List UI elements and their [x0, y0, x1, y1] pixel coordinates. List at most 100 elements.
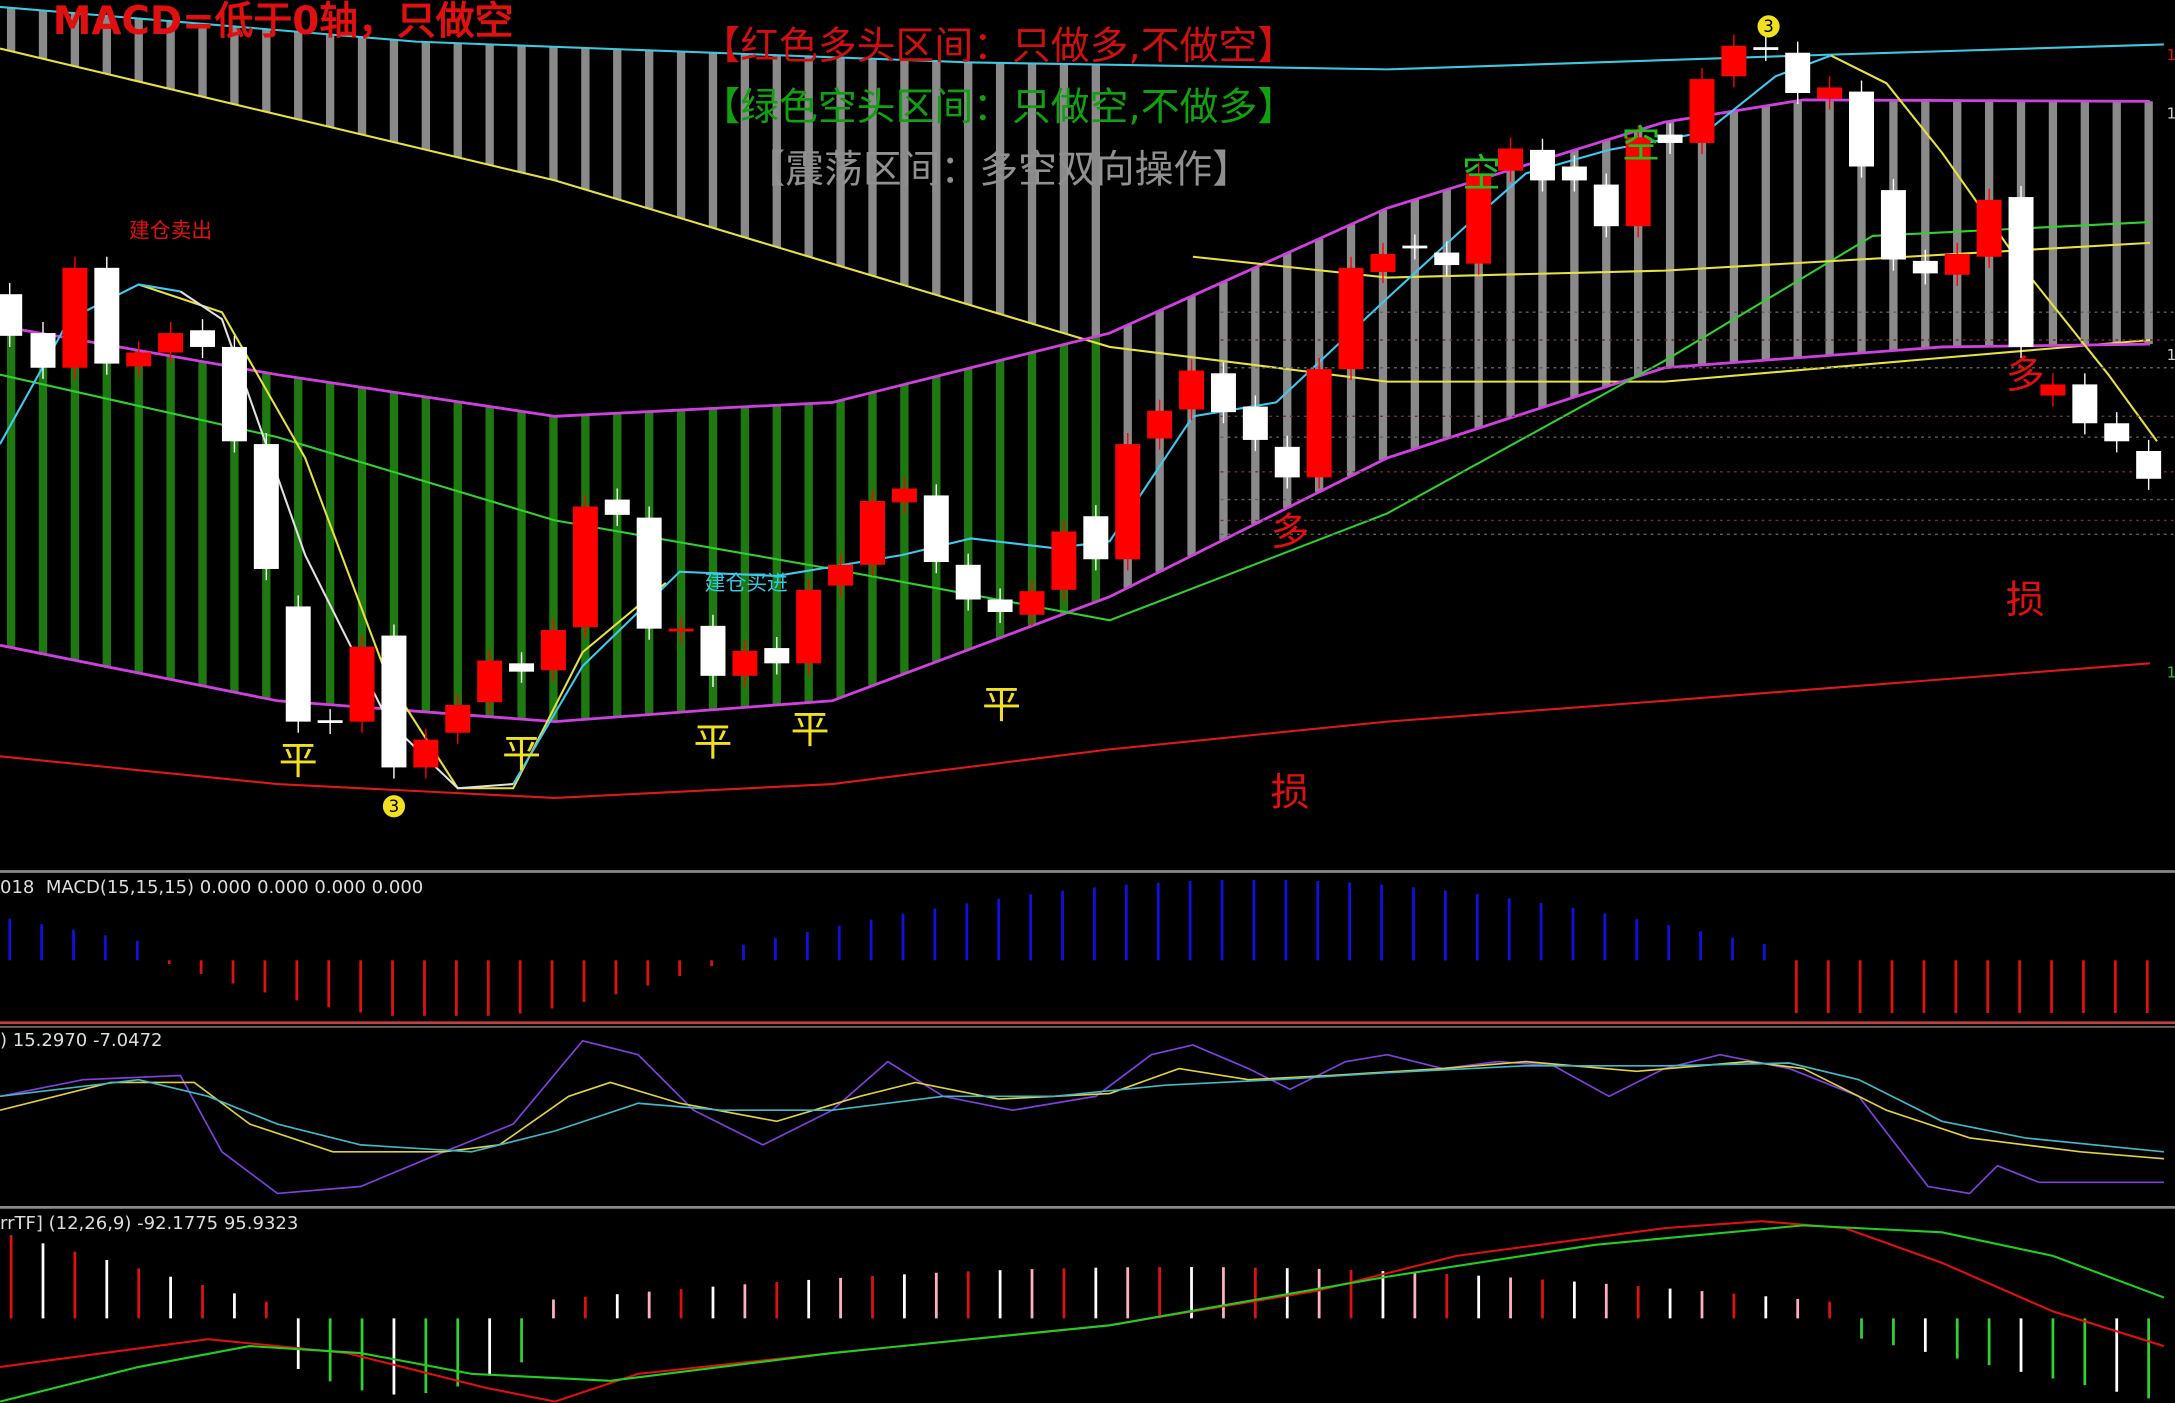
band-bar — [613, 413, 622, 717]
band-bar — [1474, 179, 1483, 429]
candle-body — [30, 333, 56, 368]
band-bar — [1602, 140, 1611, 387]
slow-ma — [0, 47, 2151, 383]
close-mark: 平 — [502, 732, 541, 777]
wave-badge — [382, 795, 406, 818]
candle-body — [381, 635, 407, 768]
band-bar — [357, 37, 367, 135]
band-bar — [900, 384, 909, 674]
sell-label: 建仓卖出 — [129, 219, 212, 243]
band-bar — [6, 7, 16, 52]
band-bar — [804, 56, 813, 257]
band-bar — [1793, 100, 1802, 358]
band-bar — [1027, 63, 1037, 324]
candle-body — [349, 646, 375, 722]
candles — [0, 34, 2162, 779]
band-bar — [421, 41, 431, 150]
signal-line-3 — [179, 290, 514, 790]
band-bar — [325, 382, 335, 705]
band-bar — [1729, 111, 1739, 363]
band-bar — [166, 355, 175, 680]
wave-mark: 3 — [1763, 17, 1774, 36]
short-mark: 空 — [1462, 152, 1501, 197]
band-bar — [134, 18, 143, 82]
band-bar — [325, 34, 335, 128]
candle-body — [540, 630, 566, 671]
candle-body — [1849, 91, 1874, 167]
title: MACD=低于0轴，只做空 — [53, 0, 514, 44]
candle-body — [1944, 253, 1970, 275]
stop-line — [0, 662, 2151, 799]
band-bar — [1187, 296, 1196, 556]
candle-body — [509, 663, 535, 672]
candle-body — [413, 739, 439, 768]
band-upper — [0, 98, 2151, 418]
band-bar — [485, 406, 494, 717]
candle-body — [796, 589, 822, 664]
close-mark: 平 — [694, 721, 733, 766]
band-bar — [102, 344, 111, 667]
band-bar — [740, 53, 750, 238]
band-bar — [230, 26, 239, 105]
candle-body — [1338, 267, 1364, 370]
band-bar — [1091, 336, 1100, 602]
close-mark: 平 — [982, 683, 1021, 728]
band-bar — [995, 62, 1005, 315]
band-bar — [932, 61, 941, 295]
price-scale: 1 — [2167, 346, 2175, 364]
macd-label: 018 MACD(15,15,15) 0.000 0.000 0.000 0.0… — [0, 877, 423, 898]
candle-body — [1434, 252, 1460, 266]
candle-body — [158, 333, 184, 353]
band-bar — [70, 339, 80, 661]
band-bar — [868, 58, 877, 276]
candle-body — [1019, 591, 1045, 615]
candle-body — [221, 346, 247, 442]
band-bar — [804, 403, 813, 703]
band-bar — [2080, 101, 2089, 346]
legend-range: 【震荡区间：多空双向操作】 — [746, 148, 1251, 193]
band-bar — [1027, 352, 1037, 626]
candle-body — [1051, 531, 1077, 590]
fast-ma — [138, 283, 667, 790]
band-bar — [1059, 63, 1069, 334]
candle-body — [860, 500, 885, 565]
candle-body — [1179, 370, 1205, 410]
candle-body — [1529, 149, 1555, 181]
candle-body — [1721, 45, 1747, 77]
candle-body — [1115, 444, 1141, 560]
band-bar — [1825, 100, 1834, 356]
band-bar — [1697, 116, 1707, 365]
long-mark: 多 — [2006, 353, 2045, 398]
candle-body — [1210, 373, 1236, 413]
band-bar — [1410, 199, 1420, 449]
stop-mark: 损 — [1271, 771, 1310, 816]
candle-body — [923, 495, 949, 563]
candle-body — [2104, 423, 2130, 442]
band-bar — [676, 410, 686, 713]
band-bar — [676, 51, 686, 219]
trend-label: rrTF] (12,26,9) -92.1775 95.9323 — [0, 1213, 298, 1234]
band-bar — [517, 411, 526, 720]
band-bar — [708, 408, 718, 710]
band-bar — [549, 416, 558, 722]
band-bar — [1921, 100, 1930, 349]
band-bar — [1283, 253, 1292, 508]
band-bar — [1761, 105, 1770, 361]
band-bar — [453, 401, 462, 715]
price-scale: 1 — [2167, 46, 2175, 64]
legend-red: 【红色多头区间：只做多,不做空】 — [701, 24, 1296, 69]
candle-body — [1306, 369, 1332, 478]
candle-body — [477, 660, 503, 703]
band-bar — [294, 377, 303, 703]
band-bar — [1634, 130, 1643, 377]
trend-histogram — [9, 1235, 2151, 1399]
band-bar — [6, 328, 16, 648]
candle-body — [1402, 245, 1428, 249]
band-bar — [38, 10, 48, 59]
short-mark: 空 — [1622, 123, 1661, 168]
stop-mark: 损 — [2006, 578, 2045, 623]
candle-body — [1880, 190, 1906, 260]
close-mark: 平 — [791, 708, 830, 753]
band-bar — [2048, 100, 2058, 346]
